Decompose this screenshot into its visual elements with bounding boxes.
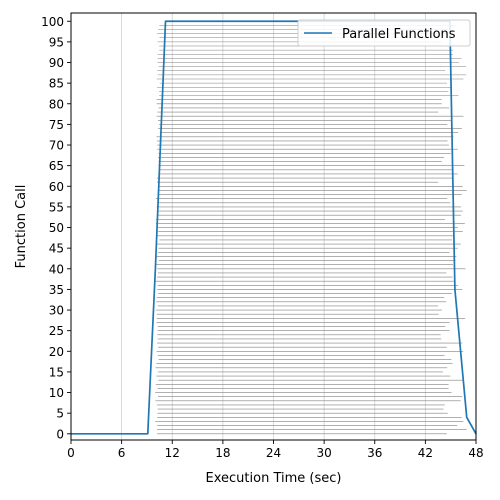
function-call-segments [155,25,467,435]
y-tick-label: 100 [41,15,64,29]
y-tick-label: 40 [49,262,64,276]
x-tick-label: 24 [266,446,281,460]
y-tick-label: 60 [49,180,64,194]
x-tick-label: 48 [468,446,483,460]
y-tick-label: 5 [56,407,64,421]
y-tick-label: 55 [49,200,64,214]
x-axis: 0 6 12 18 24 30 36 42 48 [67,440,484,460]
x-tick-label: 30 [316,446,331,460]
x-tick-label: 12 [165,446,180,460]
y-tick-label: 95 [49,35,64,49]
y-tick-label: 25 [49,324,64,338]
x-tick-label: 0 [67,446,75,460]
legend-label: Parallel Functions [342,27,456,42]
y-tick-label: 30 [49,304,64,318]
y-axis: 0 5 10 15 20 25 30 35 40 45 50 55 60 65 70 75 80 85 90 95 10… [41,15,71,441]
x-tick-label: 6 [118,446,126,460]
y-tick-label: 10 [49,386,64,400]
y-tick-label: 75 [49,118,64,132]
y-tick-label: 35 [49,283,64,297]
y-tick-label: 20 [49,345,64,359]
x-tick-label: 42 [418,446,433,460]
y-axis-label: Function Call [14,185,29,269]
y-tick-label: 65 [49,159,64,173]
x-tick-label: 36 [367,446,382,460]
legend-box [297,19,471,47]
y-tick-label: 70 [49,139,64,153]
x-axis-label: Execution Time (sec) [206,471,342,486]
y-tick-label: 15 [49,365,64,379]
y-tick-label: 0 [56,427,64,441]
y-tick-label: 90 [49,56,64,70]
y-tick-label: 50 [49,221,64,235]
y-tick-label: 85 [49,77,64,91]
legend: Parallel Functions [297,19,471,47]
y-tick-label: 80 [49,97,64,111]
x-tick-label: 18 [215,446,230,460]
y-tick-label: 45 [49,242,64,256]
